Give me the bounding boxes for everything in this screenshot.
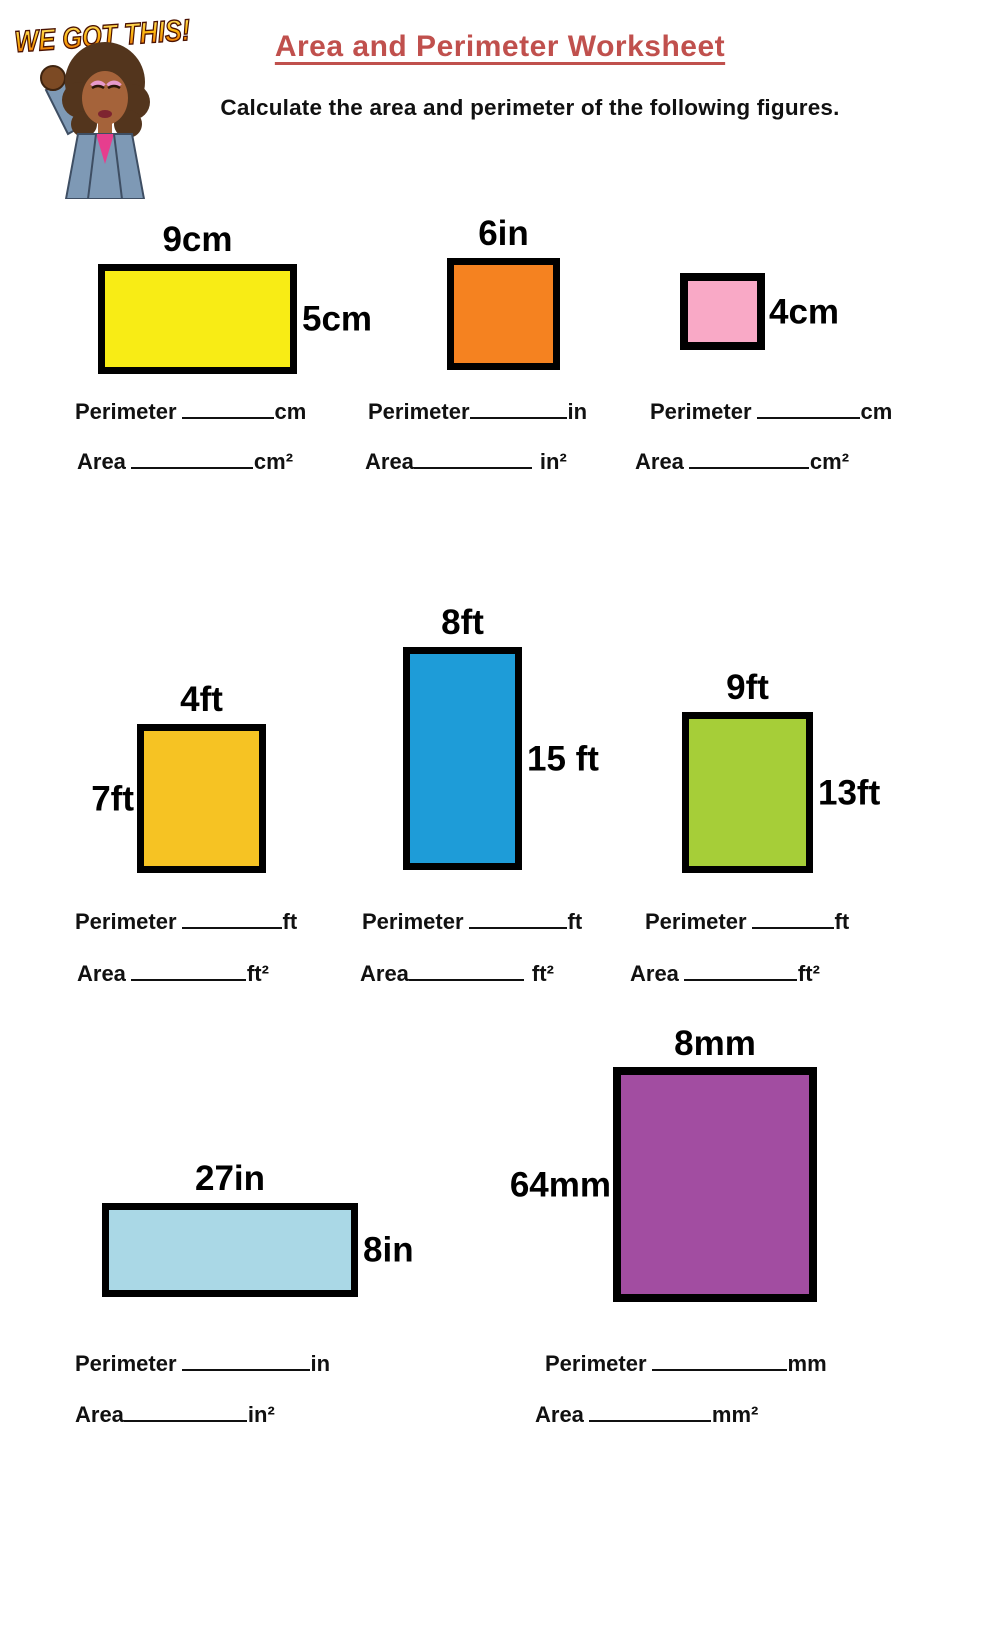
perimeter-answer-blank[interactable] <box>468 909 567 929</box>
gold-square-figure: 4ft 7ft <box>91 682 266 873</box>
page-subtitle: Calculate the area and perimeter of the … <box>220 95 840 120</box>
area-label: Area <box>630 961 679 986</box>
height-label: 13ft <box>818 773 881 812</box>
problem7-area-line: Area in² <box>75 1402 275 1428</box>
area-label: Area <box>77 961 126 986</box>
we-got-this-logo: WE GOT THIS! <box>8 4 198 200</box>
height-label: 7ft <box>91 779 134 818</box>
unit-label: ft² <box>531 961 554 986</box>
perimeter-label: Perimeter <box>650 399 752 424</box>
lightblue-rectangle-figure: 27in 8in <box>102 1161 414 1297</box>
problem6-area-line: Area ft² <box>630 961 820 987</box>
perimeter-answer-blank[interactable] <box>651 1351 787 1371</box>
perimeter-answer-blank[interactable] <box>751 909 834 929</box>
area-label: Area <box>635 449 684 474</box>
unit-label: in <box>310 1351 331 1376</box>
area-label: Area <box>360 961 409 986</box>
unit-label: cm <box>274 399 307 424</box>
perimeter-label: Perimeter <box>645 909 747 934</box>
width-label: 27in <box>194 1159 266 1198</box>
yellow-rectangle-figure: 9cm 5cm <box>98 222 372 374</box>
unit-label: mm <box>787 1351 827 1376</box>
area-answer-blank[interactable] <box>683 961 797 981</box>
unit-label: ft² <box>246 961 269 986</box>
problem5-perimeter-line: Perimeter ft <box>362 909 582 935</box>
logo-graphic: WE GOT THIS! <box>13 13 192 200</box>
problem4-area-line: Area ft² <box>77 961 269 987</box>
area-answer-blank[interactable] <box>413 449 532 469</box>
problem6-perimeter-line: Perimeter ft <box>645 909 849 935</box>
unit-label: mm² <box>711 1402 759 1427</box>
height-label: 8in <box>363 1230 414 1270</box>
perimeter-answer-blank[interactable] <box>756 399 860 419</box>
problem1-area-line: Area cm² <box>77 449 293 475</box>
page-title: Area and Perimeter Worksheet <box>274 30 726 63</box>
orange-square-figure: 6in <box>447 216 560 370</box>
width-label: 8ft <box>441 603 484 642</box>
problem2-area-line: Area in² <box>365 449 567 475</box>
height-label: 5cm <box>302 299 373 339</box>
green-rectangle-figure: 9ft 13ft <box>682 670 880 873</box>
width-label: 6in <box>478 214 529 253</box>
perimeter-answer-blank[interactable] <box>181 1351 310 1371</box>
blue-rectangle-figure: 8ft 15 ft <box>403 605 599 870</box>
problem1-perimeter-line: Perimeter cm <box>75 399 306 425</box>
unit-label: ft² <box>797 961 820 986</box>
width-label: 9ft <box>726 668 769 707</box>
width-label: 8mm <box>674 1024 756 1063</box>
unit-label: in² <box>539 449 567 474</box>
perimeter-label: Perimeter <box>75 1351 177 1376</box>
unit-label: cm² <box>253 449 294 474</box>
area-answer-blank[interactable] <box>130 449 253 469</box>
perimeter-label: Perimeter <box>75 909 177 934</box>
area-label: Area <box>77 449 126 474</box>
purple-rectangle-figure: 8mm 64mm <box>510 1026 817 1302</box>
perimeter-answer-blank[interactable] <box>469 399 567 419</box>
teacher-avatar-icon <box>40 42 150 200</box>
width-label: 9cm <box>162 220 233 259</box>
area-label: Area <box>535 1402 584 1427</box>
problem8-perimeter-line: Perimeter mm <box>545 1351 827 1377</box>
problem4-perimeter-line: Perimeter ft <box>75 909 297 935</box>
area-label: Area <box>365 449 414 474</box>
area-answer-blank[interactable] <box>688 449 809 469</box>
perimeter-label: Perimeter <box>75 399 177 424</box>
perimeter-label: Perimeter <box>362 909 464 934</box>
unit-label: ft <box>567 909 583 934</box>
height-label: 4cm <box>769 292 840 331</box>
area-answer-blank[interactable] <box>588 1402 711 1422</box>
unit-label: ft <box>834 909 850 934</box>
height-label: 64mm <box>509 1165 611 1204</box>
perimeter-label: Perimeter <box>368 399 470 424</box>
problem8-area-line: Area mm² <box>535 1402 758 1428</box>
unit-label: ft <box>282 909 298 934</box>
unit-label: in² <box>247 1402 275 1427</box>
unit-label: in <box>567 399 588 424</box>
perimeter-label: Perimeter <box>545 1351 647 1376</box>
problem7-perimeter-line: Perimeter in <box>75 1351 330 1377</box>
perimeter-answer-blank[interactable] <box>181 909 282 929</box>
problem5-area-line: Area ft² <box>360 961 554 987</box>
problem3-perimeter-line: Perimeter cm <box>650 399 892 425</box>
area-answer-blank[interactable] <box>123 1402 247 1422</box>
height-label: 15 ft <box>527 739 599 778</box>
width-label: 4ft <box>180 680 223 719</box>
unit-label: cm² <box>809 449 850 474</box>
problem2-perimeter-line: Perimeter in <box>368 399 587 425</box>
unit-label: cm <box>860 399 893 424</box>
problem3-area-line: Area cm² <box>635 449 849 475</box>
area-label: Area <box>75 1402 124 1427</box>
perimeter-answer-blank[interactable] <box>181 399 274 419</box>
area-answer-blank[interactable] <box>130 961 246 981</box>
pink-square-figure: 4cm <box>680 273 839 350</box>
area-answer-blank[interactable] <box>408 961 524 981</box>
